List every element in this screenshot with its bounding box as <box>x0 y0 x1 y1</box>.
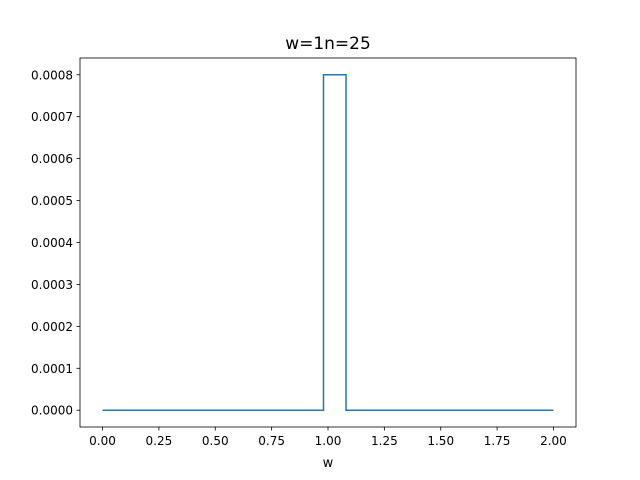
chart-title: w=1n=25 <box>285 34 371 54</box>
x-tick-label: 1.50 <box>427 434 454 448</box>
series-line-0 <box>102 74 554 411</box>
x-tick-label: 0.75 <box>258 434 285 448</box>
y-tick-label: 0.0008 <box>31 68 73 82</box>
x-tick-label: 1.25 <box>371 434 398 448</box>
x-tick-label: 2.00 <box>540 434 567 448</box>
y-tick-label: 0.0002 <box>31 320 73 334</box>
y-tick-label: 0.0001 <box>31 362 73 376</box>
x-tick-label: 0.50 <box>202 434 229 448</box>
y-tick-label: 0.0000 <box>31 404 73 418</box>
x-tick-label: 0.00 <box>89 434 116 448</box>
x-tick-label: 1.00 <box>315 434 342 448</box>
series-layer <box>102 74 554 411</box>
y-tick-label: 0.0005 <box>31 194 73 208</box>
y-tick-label: 0.0004 <box>31 236 73 250</box>
y-tick-label: 0.0007 <box>31 110 73 124</box>
y-tick-label: 0.0006 <box>31 152 73 166</box>
x-tick-label: 1.75 <box>484 434 511 448</box>
x-tick-label: 0.25 <box>146 434 173 448</box>
x-axis-ticks: 0.00 0.25 0.50 0.75 1.00 1.25 1.50 1.75 2.00 <box>89 427 567 448</box>
y-tick-label: 0.0003 <box>31 278 73 292</box>
y-axis-ticks: 0.0000 0.0001 0.0002 0.0003 0.0004 0.0005 0.00… <box>31 68 80 418</box>
plot-frame <box>79 57 577 428</box>
x-axis-label: w <box>323 456 334 471</box>
